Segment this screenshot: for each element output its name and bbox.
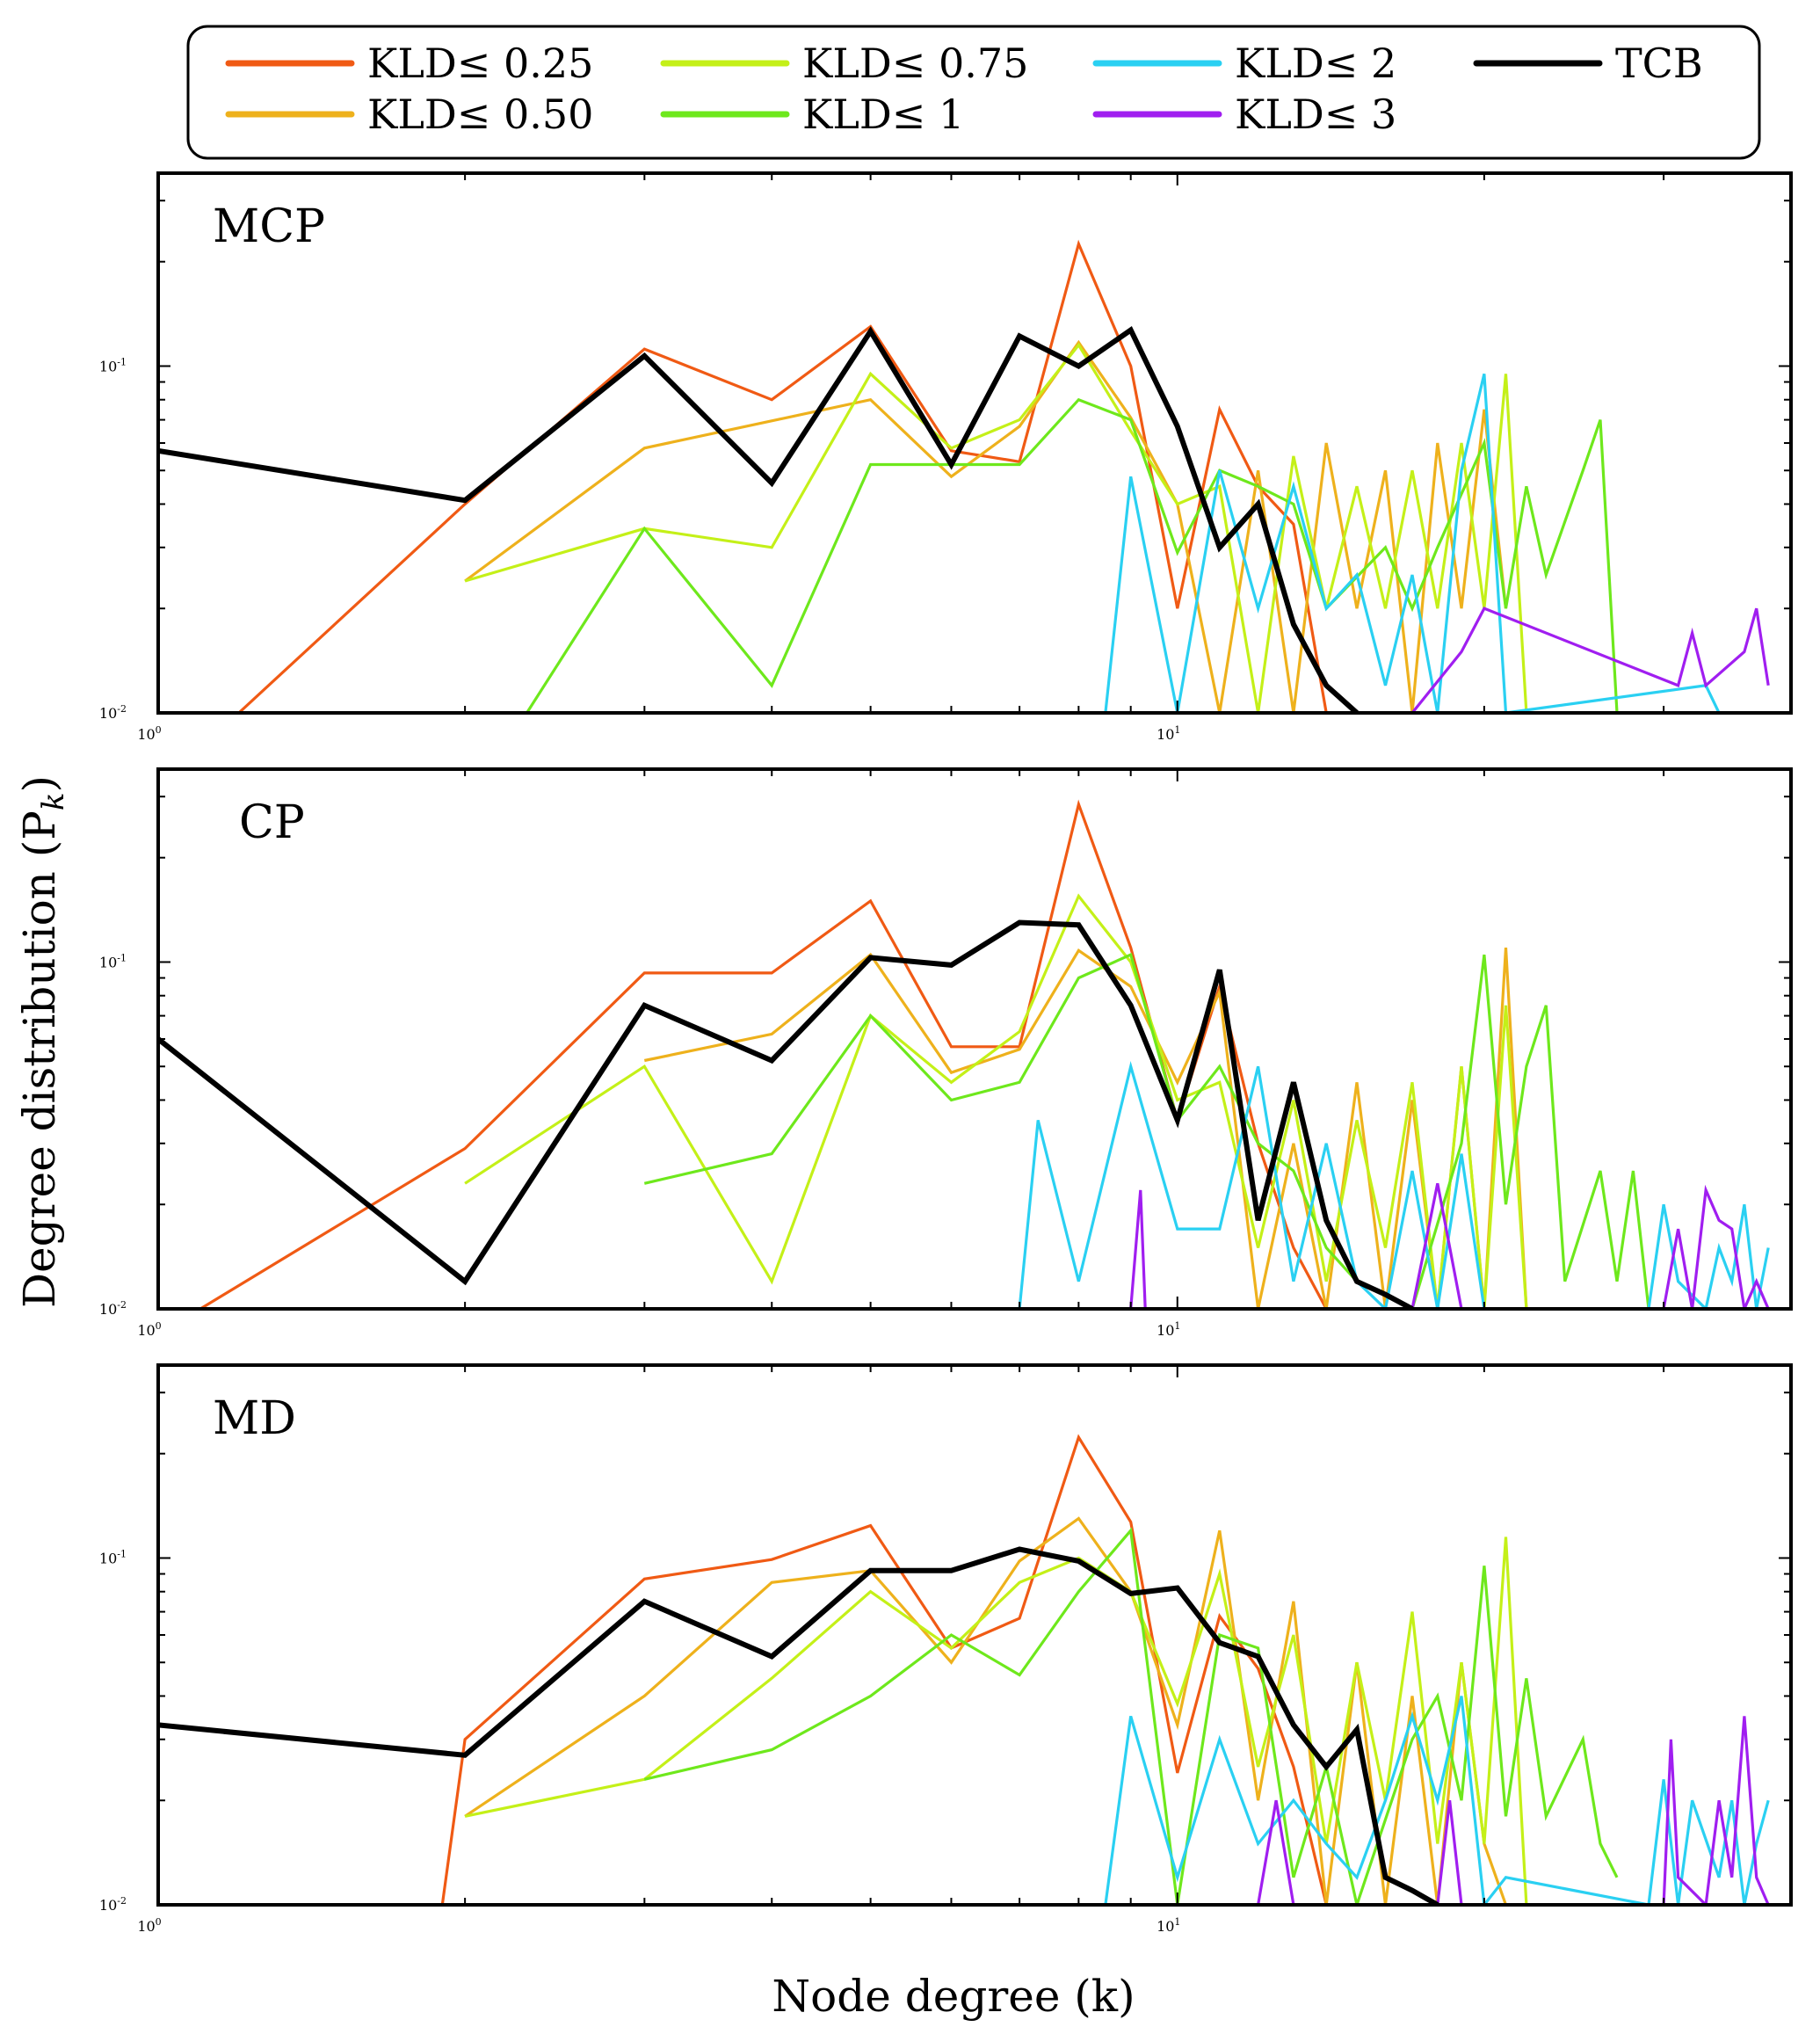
y-tick-label-base: 10 xyxy=(99,358,117,374)
series-line-tcb xyxy=(158,919,1414,1309)
y-tick-label-base: 10 xyxy=(99,705,117,722)
y-tick-label: 10-2 xyxy=(99,1299,127,1318)
y-tick-label-exponent: -2 xyxy=(117,1299,127,1311)
y-axis-label-subscript: k xyxy=(36,792,71,810)
legend-label: KLD≤ 3 xyxy=(1235,91,1396,138)
x-tick-label-base: 10 xyxy=(137,726,155,743)
series-line-tcb xyxy=(158,1546,1439,1905)
x-tick-label-base: 10 xyxy=(1157,1322,1174,1339)
series-line-kld-3 xyxy=(1129,1182,1770,1309)
series-line-kld-2 xyxy=(1104,1696,1770,1905)
x-tick-label-exponent: 0 xyxy=(156,1916,162,1928)
y-tick-label: 10-1 xyxy=(99,1548,127,1566)
legend-item-k025: KLD≤ 0.25 xyxy=(225,40,593,87)
x-tick-label-exponent: 1 xyxy=(1174,1320,1180,1332)
y-axis-label-main: Degree distribution (P xyxy=(14,810,65,1308)
x-tick-label: 101 xyxy=(1157,1916,1180,1935)
series-line-kld-0-25 xyxy=(440,1434,1328,1905)
x-tick-label-exponent: 1 xyxy=(1174,1916,1180,1928)
y-tick-label-exponent: -1 xyxy=(117,952,127,963)
y-tick-label-exponent: -2 xyxy=(117,1895,127,1907)
x-tick-label: 101 xyxy=(1157,1320,1180,1339)
legend-item-k050: KLD≤ 0.50 xyxy=(225,91,593,138)
y-tick-label-base: 10 xyxy=(99,1301,117,1318)
y-tick-label: 10-2 xyxy=(99,703,127,722)
x-tick-label: 100 xyxy=(137,1916,161,1935)
y-axis-label-close: ) xyxy=(14,775,65,793)
x-tick-label: 100 xyxy=(137,724,161,743)
series-line-kld-3 xyxy=(1257,1716,1770,1905)
x-tick-label-exponent: 0 xyxy=(156,1320,162,1332)
y-tick-label-exponent: -1 xyxy=(117,1548,127,1559)
series-line-kld-0-75 xyxy=(464,1537,1528,1905)
plot-area xyxy=(158,799,1770,1309)
legend-item-k075: KLD≤ 0.75 xyxy=(660,40,1028,87)
y-tick-label-base: 10 xyxy=(99,1897,117,1914)
x-tick-label-base: 10 xyxy=(137,1322,155,1339)
series-line-kld-0-75 xyxy=(464,342,1528,713)
y-tick-label: 10-2 xyxy=(99,1895,127,1914)
y-tick-label: 10-1 xyxy=(99,952,127,970)
x-axis-label: Node degree (k) xyxy=(772,1971,1135,2022)
y-axis-label: Degree distribution (Pk) xyxy=(14,775,71,1308)
legend-label: KLD≤ 0.50 xyxy=(367,91,593,138)
x-tick-label-exponent: 1 xyxy=(1174,724,1180,736)
series-line-kld-0-50 xyxy=(464,339,1508,713)
x-tick-label: 101 xyxy=(1157,724,1180,743)
plot-area xyxy=(158,239,1770,713)
y-tick-label-base: 10 xyxy=(99,1550,117,1566)
series-line-kld-1 xyxy=(643,952,1650,1309)
y-tick-label-base: 10 xyxy=(99,954,117,970)
y-tick-label-exponent: -2 xyxy=(117,703,127,715)
legend-item-k3: KLD≤ 3 xyxy=(1092,91,1396,138)
series-line-kld-2 xyxy=(1104,373,1721,713)
legend-item-k1: KLD≤ 1 xyxy=(660,91,964,138)
series-line-tcb xyxy=(158,326,1360,713)
plot-area xyxy=(158,1434,1770,1905)
series-line-kld-0-75 xyxy=(464,893,1528,1309)
x-tick-label: 100 xyxy=(137,1320,161,1339)
x-tick-label-base: 10 xyxy=(1157,726,1174,743)
x-tick-label-base: 10 xyxy=(1157,1918,1174,1935)
legend-label: KLD≤ 0.25 xyxy=(367,40,593,87)
series-line-kld-1 xyxy=(526,397,1619,713)
x-tick-label-exponent: 0 xyxy=(156,724,162,736)
legend-item-k2: KLD≤ 2 xyxy=(1092,40,1396,87)
x-tick-label-base: 10 xyxy=(137,1918,155,1935)
y-tick-label-exponent: -1 xyxy=(117,356,127,367)
series-line-kld-3 xyxy=(1410,607,1770,713)
legend-label: KLD≤ 2 xyxy=(1235,40,1396,87)
panel-title: CP xyxy=(239,796,305,849)
legend-label: KLD≤ 0.75 xyxy=(802,40,1028,87)
legend-label: KLD≤ 1 xyxy=(802,91,964,138)
panel-title: MCP xyxy=(213,200,325,253)
panel-title: MD xyxy=(213,1392,296,1445)
legend-label: TCB xyxy=(1615,40,1703,87)
legend-item-tcb: TCB xyxy=(1473,40,1703,87)
y-tick-label: 10-1 xyxy=(99,356,127,374)
